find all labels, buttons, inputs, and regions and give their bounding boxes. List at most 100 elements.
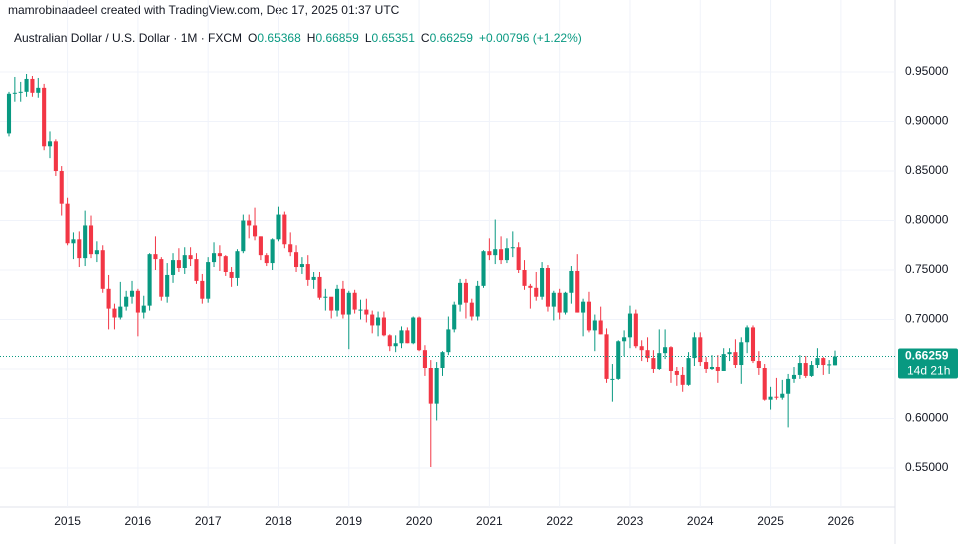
candle-body — [645, 350, 650, 359]
candle-body — [288, 244, 293, 253]
candle-body — [827, 364, 832, 366]
candle-body — [499, 249, 504, 261]
candle-body — [674, 370, 679, 375]
candle-body — [42, 87, 47, 147]
candle-body — [704, 362, 709, 369]
candle-body — [709, 367, 715, 369]
ohlc-label: H — [306, 31, 316, 45]
y-tick-label: 0.60000 — [905, 411, 949, 425]
candle-body — [446, 329, 451, 353]
candle-body — [739, 342, 744, 366]
candle-body — [88, 225, 94, 255]
x-tick-label: 2023 — [617, 514, 644, 528]
candle-body — [65, 203, 70, 244]
candle-body — [821, 358, 826, 366]
x-tick-label: 2024 — [687, 514, 714, 528]
candle-body — [364, 309, 369, 315]
candle-body — [282, 214, 287, 245]
candle-body — [540, 268, 545, 297]
candle-body — [176, 260, 181, 269]
candle-body — [586, 301, 592, 331]
candle-body — [528, 285, 533, 288]
candle-body — [100, 250, 105, 289]
candle-body — [211, 253, 217, 263]
candle-body — [258, 236, 263, 256]
symbol-legend: Australian Dollar / U.S. Dollar · 1M · F… — [14, 31, 588, 45]
candle-body — [481, 251, 486, 286]
candle-body — [452, 304, 457, 330]
candle-body — [458, 282, 463, 305]
candle-body — [352, 292, 357, 310]
candle-body — [639, 346, 644, 351]
candle-body — [581, 301, 586, 313]
candle-body — [440, 352, 445, 368]
candle-body — [165, 274, 170, 297]
candle-body — [575, 270, 580, 313]
candle-body — [545, 268, 551, 307]
candle-body — [797, 363, 802, 375]
attribution: mamrobinaadeel created with TradingView.… — [8, 3, 400, 17]
candle-body — [340, 288, 345, 315]
candle-body — [651, 358, 656, 369]
candle-body — [750, 327, 756, 362]
candle-body — [399, 330, 404, 344]
candle-body — [170, 260, 176, 275]
candle-body — [657, 353, 662, 369]
candle-body — [780, 393, 785, 398]
candle-body — [598, 320, 603, 335]
y-tick-label: 0.95000 — [905, 64, 949, 78]
candle-body — [217, 253, 222, 257]
candle-body — [616, 341, 621, 379]
candle-body — [335, 288, 340, 311]
ohlc-label: L — [364, 31, 372, 45]
candle-body — [270, 239, 275, 264]
ohlc-value: 0.66859 — [315, 31, 359, 45]
candle-body — [692, 337, 697, 359]
candle-body — [317, 276, 322, 298]
candle-body — [305, 264, 310, 280]
candle-body — [71, 239, 76, 244]
last-price-tag — [898, 348, 958, 379]
candle-body — [129, 290, 135, 297]
candle-body — [663, 347, 668, 354]
candle-body — [59, 171, 64, 204]
candle-body — [493, 249, 498, 256]
candle-body — [370, 314, 375, 326]
candle-body — [299, 264, 304, 268]
candle-body — [124, 296, 129, 307]
change: +0.00796 (+1.22%) — [478, 31, 582, 45]
candle-body — [381, 317, 386, 336]
candle-body — [832, 356, 838, 366]
candle-body — [135, 290, 140, 313]
x-tick-label: 2016 — [125, 514, 152, 528]
candle-body — [522, 270, 527, 286]
candle-body — [405, 330, 410, 344]
candle-body — [247, 220, 252, 226]
candle-body — [83, 225, 88, 259]
candle-body — [276, 214, 281, 240]
candle-body — [77, 239, 82, 259]
candle-body — [534, 287, 539, 297]
candle-body — [668, 347, 674, 371]
candle-body — [24, 78, 29, 92]
ohlc-value: 0.65351 — [371, 31, 415, 45]
candle-body — [557, 292, 562, 313]
candle-body — [422, 350, 427, 368]
x-tick-label: 2022 — [546, 514, 573, 528]
candle-body — [680, 374, 685, 385]
candle-body — [727, 352, 732, 355]
candle-body — [434, 367, 439, 404]
candle-body — [551, 292, 556, 307]
candle-body — [786, 378, 791, 394]
candle-body — [563, 292, 568, 313]
candle-body — [809, 365, 814, 376]
last-price-label: 0.66259 — [905, 349, 949, 363]
x-tick-label: 2017 — [195, 514, 222, 528]
candle-body — [12, 92, 17, 94]
countdown-label: 14d 21h — [907, 364, 950, 378]
candle-body — [235, 251, 240, 278]
candle-body — [329, 296, 334, 311]
candle-body — [387, 335, 392, 347]
